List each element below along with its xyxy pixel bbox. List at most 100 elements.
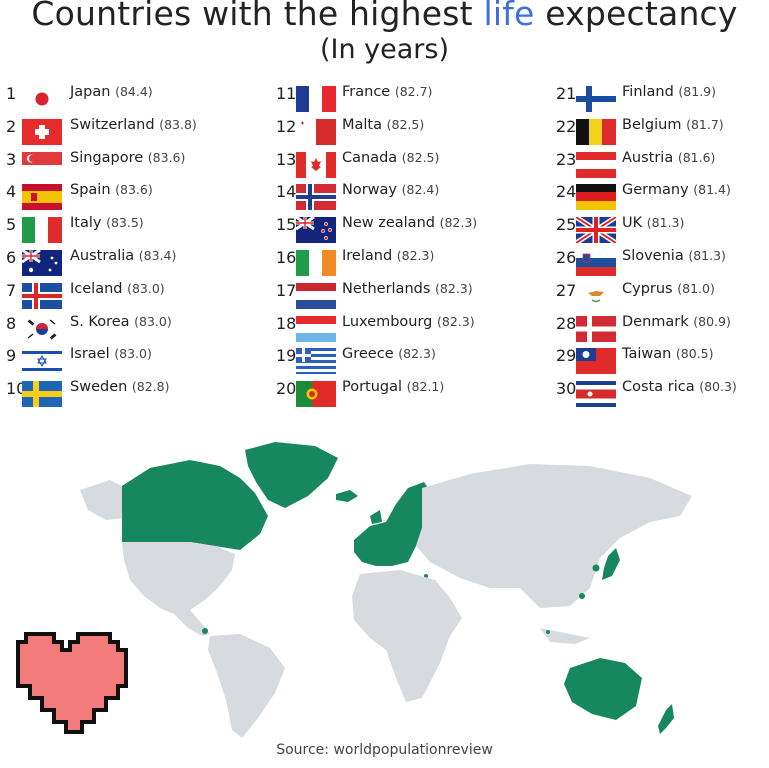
cyprus-shape	[424, 574, 428, 578]
life-expectancy-value: (82.3)	[436, 313, 475, 329]
country-name: Sweden	[70, 379, 128, 396]
country-name: Israel	[70, 346, 110, 363]
country-label: Israel (83.0)	[70, 346, 152, 362]
country-name: Singapore	[70, 149, 144, 166]
life-expectancy-value: (82.3)	[398, 346, 436, 362]
life-expectancy-value: (82.4)	[401, 182, 440, 198]
rank-number: 29	[556, 346, 577, 366]
country-name: Spain	[70, 182, 111, 199]
life-expectancy-value: (81.6)	[677, 149, 716, 165]
page-subtitle: (In years)	[319, 34, 450, 65]
singapore-shape	[546, 630, 550, 634]
denmark-flag-icon	[576, 315, 616, 342]
country-name: Slovenia	[622, 247, 684, 264]
rank-number: 23	[556, 149, 577, 169]
country-label: Italy (83.5)	[70, 215, 144, 231]
netherlands-flag-icon	[296, 282, 336, 309]
rank-number: 7	[6, 280, 17, 300]
life-expectancy-value: (82.3)	[396, 247, 435, 263]
country-label: Greece (82.3)	[342, 346, 436, 362]
life-expectancy-value: (82.3)	[435, 280, 473, 296]
rank-number: 12	[276, 116, 297, 136]
country-label: Spain (83.6)	[70, 182, 153, 198]
world-map-icon	[80, 442, 692, 738]
rank-number: 1	[6, 84, 17, 103]
country-label: Luxembourg (82.3)	[342, 314, 475, 330]
uk-ireland-shape	[370, 510, 382, 524]
taiwan-flag-icon	[576, 348, 616, 375]
country-label: Iceland (83.0)	[70, 281, 165, 297]
country-label: Germany (81.4)	[622, 182, 731, 198]
country-name: Iceland	[70, 280, 123, 297]
south-korea-shape	[592, 564, 600, 572]
italy-flag-icon	[22, 217, 62, 244]
rank-number: 10	[6, 379, 27, 399]
country-label: Portugal (82.1)	[342, 379, 444, 395]
pixel-heart-icon	[16, 632, 128, 734]
country-name: Italy	[70, 215, 102, 232]
country-label: S. Korea (83.0)	[70, 314, 172, 330]
south-america-shape	[208, 634, 285, 738]
life-expectancy-value: (83.5)	[106, 215, 144, 231]
rank-number: 16	[276, 247, 297, 267]
country-label: New zealand (82.3)	[342, 215, 477, 231]
europe-shape	[354, 482, 432, 566]
life-expectancy-value: (82.8)	[131, 379, 170, 395]
title-text-end: expectancy	[534, 0, 738, 33]
spain-flag-icon	[22, 184, 62, 211]
new-zealand-flag-icon	[296, 217, 336, 244]
germany-flag-icon	[576, 184, 616, 211]
country-name: Canada	[342, 149, 398, 166]
country-name: Austria	[622, 149, 674, 166]
north-america-shape	[122, 542, 235, 614]
rank-number: 5	[6, 215, 17, 235]
country-name: Luxembourg	[342, 313, 433, 330]
country-name: Japan	[70, 84, 111, 100]
rank-number: 2	[6, 116, 17, 136]
country-name: UK	[622, 215, 643, 232]
country-label: Finland (81.9)	[622, 84, 716, 100]
rank-number: 19	[276, 346, 297, 366]
life-expectancy-value: (83.0)	[134, 313, 172, 329]
country-name: Switzerland	[70, 116, 155, 133]
central-america-shape	[174, 610, 210, 636]
rank-number: 20	[276, 379, 297, 399]
page-title: Countries with the highest life expectan…	[0, 0, 769, 33]
rank-number: 8	[6, 313, 17, 333]
malta-flag-icon	[296, 118, 336, 145]
belgium-flag-icon	[576, 118, 616, 145]
source-caption: Source: worldpopulationreview	[276, 742, 493, 758]
rank-number: 28	[556, 313, 577, 333]
norway-flag-icon	[296, 184, 336, 211]
life-expectancy-value: (83.0)	[114, 346, 152, 362]
life-expectancy-value: (82.1)	[406, 379, 445, 395]
life-expectancy-value: (81.3)	[688, 247, 726, 263]
rank-number: 11	[276, 84, 297, 103]
country-name: Finland	[622, 84, 674, 100]
rank-number: 13	[276, 149, 297, 169]
alaska-shape	[80, 480, 124, 520]
life-expectancy-value: (83.4)	[138, 247, 177, 263]
costa-rica-flag-icon	[576, 381, 616, 408]
ireland-flag-icon	[296, 249, 336, 276]
life-expectancy-value: (80.5)	[675, 346, 714, 362]
country-name: S. Korea	[70, 313, 130, 330]
canada-flag-icon	[296, 151, 336, 178]
cyprus-flag-icon	[576, 282, 616, 309]
life-expectancy-value: (83.6)	[147, 149, 186, 165]
life-expectancy-value: (81.3)	[646, 215, 685, 231]
iceland-shape	[336, 490, 358, 502]
country-label: Cyprus (81.0)	[622, 281, 715, 297]
country-name: Germany	[622, 182, 689, 199]
life-expectancy-value: (82.3)	[439, 215, 478, 231]
taiwan-shape	[579, 593, 585, 599]
country-name: Malta	[342, 116, 382, 133]
rank-number: 18	[276, 313, 297, 333]
finland-flag-icon	[576, 86, 616, 112]
switzerland-flag-icon	[22, 118, 62, 145]
country-label: Norway (82.4)	[342, 182, 439, 198]
country-label: Slovenia (81.3)	[622, 248, 726, 264]
country-label: France (82.7)	[342, 84, 432, 100]
country-name: New zealand	[342, 215, 435, 232]
country-label: Canada (82.5)	[342, 150, 439, 166]
